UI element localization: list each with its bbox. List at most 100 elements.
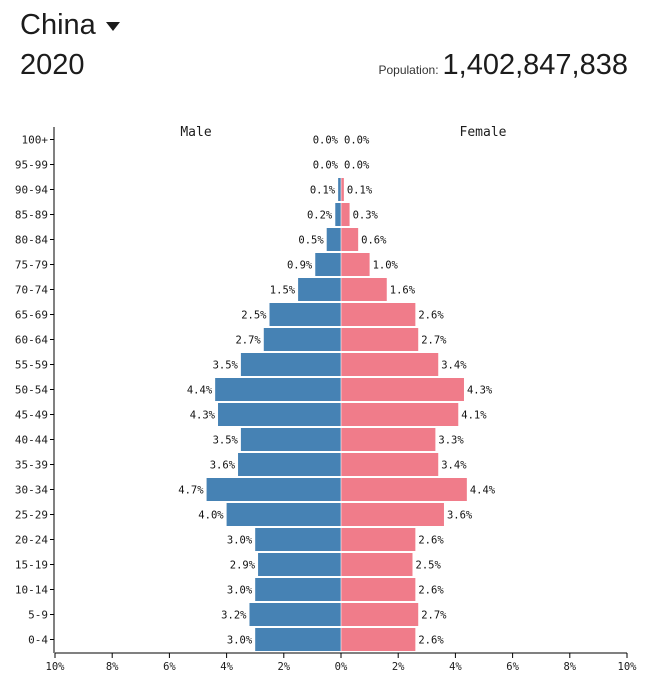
x-axis-tick-label: 10% xyxy=(618,661,638,673)
category-label: 70-74 xyxy=(15,284,48,297)
female-value-label: 3.6% xyxy=(447,510,473,522)
male-value-label: 3.0% xyxy=(227,635,253,647)
female-value-label: 2.7% xyxy=(421,335,447,347)
female-value-label: 0.1% xyxy=(347,185,373,197)
x-axis-tick-label: 8% xyxy=(563,661,576,673)
female-bar xyxy=(341,403,459,426)
male-value-label: 4.3% xyxy=(190,410,216,422)
male-value-label: 3.5% xyxy=(213,435,239,447)
female-value-label: 0.0% xyxy=(344,160,370,172)
female-value-label: 2.6% xyxy=(418,535,444,547)
female-value-label: 2.7% xyxy=(421,610,447,622)
male-bar xyxy=(263,328,341,351)
category-label: 95-99 xyxy=(15,159,48,172)
female-bar xyxy=(341,303,416,326)
female-bar xyxy=(341,503,444,526)
female-bar xyxy=(341,278,387,301)
male-value-label: 0.2% xyxy=(307,210,333,222)
male-value-label: 0.0% xyxy=(313,135,339,147)
x-axis-tick-label: 0% xyxy=(335,661,348,673)
male-value-label: 0.5% xyxy=(298,235,324,247)
female-bar xyxy=(341,628,416,651)
x-axis-tick-label: 6% xyxy=(163,661,176,673)
male-value-label: 3.5% xyxy=(213,360,239,372)
category-label: 85-89 xyxy=(15,209,48,222)
male-value-label: 3.0% xyxy=(227,535,253,547)
male-bar xyxy=(326,228,341,251)
female-value-label: 4.1% xyxy=(461,410,487,422)
male-value-label: 0.0% xyxy=(313,160,339,172)
year-label: 2020 xyxy=(20,49,85,81)
male-value-label: 4.7% xyxy=(178,485,204,497)
female-value-label: 3.4% xyxy=(441,460,467,472)
male-bar xyxy=(338,178,341,201)
male-bar xyxy=(315,253,341,276)
category-label: 35-39 xyxy=(15,459,48,472)
female-value-label: 2.6% xyxy=(418,635,444,647)
female-bar xyxy=(341,528,416,551)
category-label: 100+ xyxy=(22,134,49,147)
male-bar xyxy=(269,303,341,326)
male-bar xyxy=(215,378,341,401)
female-bar xyxy=(341,353,439,376)
female-bar xyxy=(341,328,419,351)
male-bar xyxy=(240,428,341,451)
female-series-label: Female xyxy=(460,125,507,140)
category-label: 0-4 xyxy=(28,634,48,647)
country-selector[interactable]: China xyxy=(20,6,120,44)
category-label: 10-14 xyxy=(15,584,48,597)
female-bar xyxy=(341,228,359,251)
category-label: 45-49 xyxy=(15,409,48,422)
male-value-label: 3.0% xyxy=(227,585,253,597)
female-bar xyxy=(341,578,416,601)
female-bar xyxy=(341,253,370,276)
male-bar xyxy=(206,478,341,501)
population-label: Population: xyxy=(378,63,439,77)
male-value-label: 4.4% xyxy=(187,385,213,397)
female-value-label: 3.3% xyxy=(438,435,464,447)
x-axis-tick-label: 8% xyxy=(106,661,119,673)
x-axis-tick-label: 4% xyxy=(449,661,462,673)
female-bar xyxy=(341,478,467,501)
male-series-label: Male xyxy=(180,125,211,140)
category-label: 65-69 xyxy=(15,309,48,322)
category-label: 50-54 xyxy=(15,384,48,397)
male-value-label: 2.7% xyxy=(235,335,261,347)
female-value-label: 2.6% xyxy=(418,310,444,322)
female-value-label: 0.3% xyxy=(353,210,379,222)
female-bar xyxy=(341,603,419,626)
female-bar xyxy=(341,178,344,201)
male-bar xyxy=(226,503,341,526)
population-value: 1,402,847,838 xyxy=(442,49,628,81)
male-bar xyxy=(240,353,341,376)
category-label: 30-34 xyxy=(15,484,48,497)
x-axis-tick-label: 10% xyxy=(46,661,66,673)
male-bar xyxy=(255,578,341,601)
category-label: 90-94 xyxy=(15,184,48,197)
category-label: 5-9 xyxy=(28,609,48,622)
male-value-label: 3.6% xyxy=(210,460,236,472)
male-value-label: 0.9% xyxy=(287,260,313,272)
x-axis-tick-label: 4% xyxy=(220,661,233,673)
x-axis-tick-label: 2% xyxy=(392,661,405,673)
category-label: 25-29 xyxy=(15,509,48,522)
caret-down-icon[interactable] xyxy=(105,21,120,31)
male-bar xyxy=(238,453,341,476)
category-label: 15-19 xyxy=(15,559,48,572)
category-label: 20-24 xyxy=(15,534,48,547)
female-value-label: 4.3% xyxy=(467,385,493,397)
category-label: 60-64 xyxy=(15,334,48,347)
male-bar xyxy=(255,528,341,551)
female-value-label: 0.6% xyxy=(361,235,387,247)
country-name: China xyxy=(20,9,96,41)
female-value-label: 2.5% xyxy=(416,560,442,572)
female-bar xyxy=(341,203,350,226)
female-value-label: 2.6% xyxy=(418,585,444,597)
category-label: 40-44 xyxy=(15,434,48,447)
female-bar xyxy=(341,378,464,401)
female-bar xyxy=(341,453,439,476)
female-bar xyxy=(341,428,436,451)
category-label: 75-79 xyxy=(15,259,48,272)
female-bar xyxy=(341,553,413,576)
